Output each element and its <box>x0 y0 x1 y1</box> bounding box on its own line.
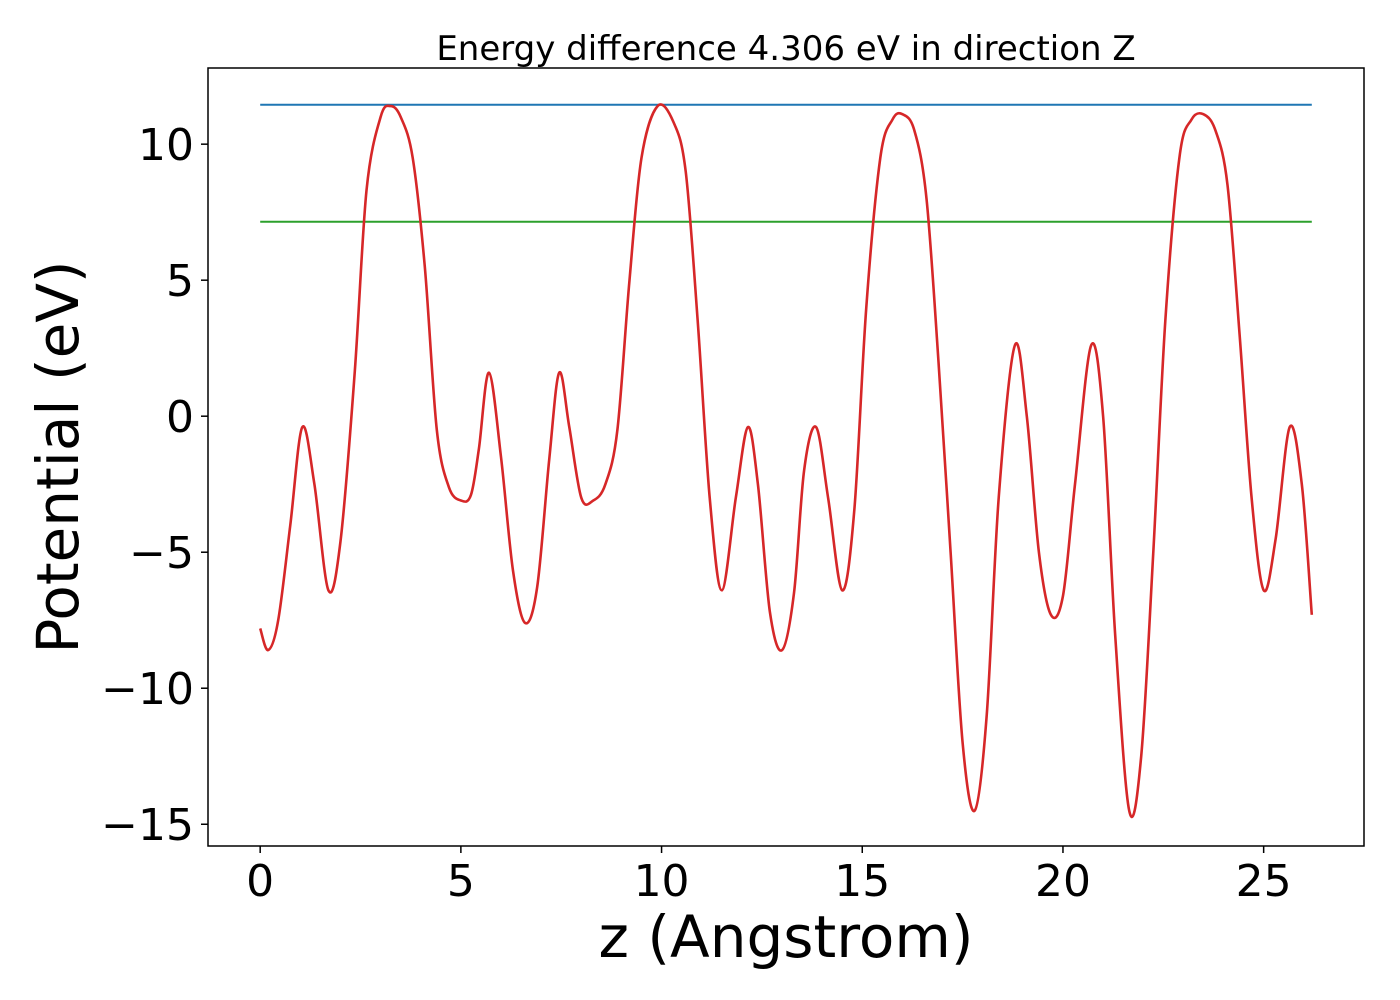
x-tick-label: 0 <box>246 856 274 907</box>
x-axis-title: z (Angstrom) <box>599 903 974 971</box>
plot-frame <box>207 67 1365 847</box>
y-axis: 10 5 0 −5 −10 −15 <box>101 120 208 851</box>
y-tick-label: −5 <box>129 528 194 579</box>
y-tick-label: −10 <box>101 664 194 715</box>
x-axis: 0 5 10 15 20 25 <box>246 846 1292 907</box>
potential-series-line <box>258 103 1314 819</box>
x-tick-label: 25 <box>1236 856 1292 907</box>
y-tick-label: 0 <box>166 392 194 443</box>
x-tick-label: 15 <box>834 856 890 907</box>
y-tick-label: 5 <box>166 256 194 307</box>
x-tick-label: 5 <box>447 856 475 907</box>
chart-title: Energy difference 4.306 eV in direction … <box>436 29 1135 69</box>
y-tick-label: 10 <box>138 120 194 171</box>
y-tick-label: −15 <box>101 800 194 851</box>
y-axis-title: Potential (eV) <box>24 260 92 653</box>
x-tick-label: 20 <box>1035 856 1091 907</box>
x-tick-label: 10 <box>634 856 690 907</box>
plot-lines <box>258 103 1314 819</box>
